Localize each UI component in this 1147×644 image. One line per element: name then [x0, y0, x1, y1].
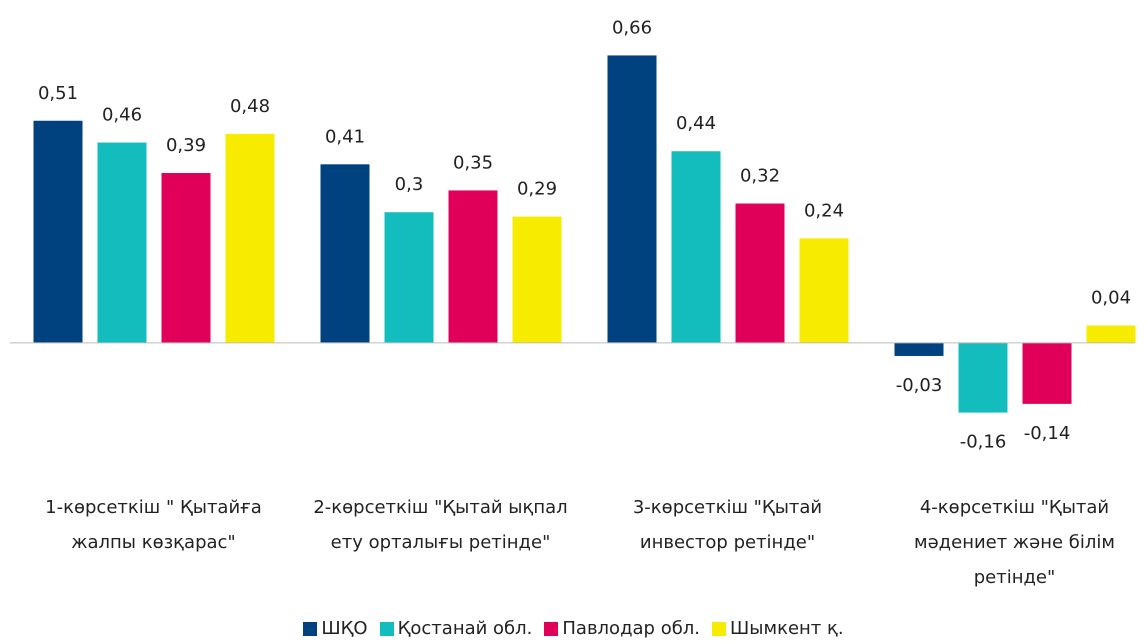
data-label: -0,14: [1024, 423, 1071, 444]
data-label: 0,24: [804, 200, 844, 221]
legend-item: ШҚО: [303, 618, 368, 639]
data-label: -0,03: [896, 375, 943, 396]
legend-swatch: [303, 621, 318, 636]
legend-label: ШҚО: [321, 618, 368, 639]
legend: ШҚО Қостанай обл. Павлодар обл. Шымкент қ.: [0, 618, 1147, 639]
bar: [33, 120, 83, 343]
bar: [320, 164, 370, 343]
legend-swatch: [712, 621, 727, 636]
bar: [225, 133, 275, 343]
x-tick-label: 3-көрсеткіш "Қытай инвестор ретінде": [632, 497, 823, 553]
legend-label: Қостанай обл.: [397, 618, 533, 639]
bar: [161, 173, 211, 343]
legend-label: Шымкент қ.: [730, 618, 844, 639]
data-label: -0,16: [960, 432, 1007, 453]
bar: [448, 190, 498, 343]
legend-item: Шымкент қ.: [712, 618, 844, 639]
legend-item: Павлодар обл.: [544, 618, 700, 639]
bar: [607, 55, 657, 343]
x-tick-label: 1-көрсеткіш " Қытайға жалпы көзқарас": [45, 497, 262, 553]
bar: [97, 142, 147, 343]
data-label: 0,48: [230, 96, 270, 117]
bar: [1022, 342, 1072, 404]
data-label: 0,39: [166, 135, 206, 156]
data-label: 0,29: [517, 179, 557, 200]
data-label: 0,46: [102, 105, 142, 126]
bar: [671, 151, 721, 343]
bar: [958, 342, 1008, 413]
legend-swatch: [544, 621, 559, 636]
bar: [1086, 325, 1136, 343]
bar: [512, 216, 562, 343]
legend-item: Қостанай обл.: [379, 618, 533, 639]
bar: [384, 212, 434, 343]
x-tick-label: 4-көрсеткіш "Қытай мәдениет және білім р…: [914, 497, 1115, 588]
data-label: 0,3: [395, 174, 424, 195]
bar: [735, 203, 785, 343]
data-label: 0,35: [453, 152, 493, 173]
data-label: 0,44: [676, 113, 716, 134]
bar: [894, 342, 944, 356]
data-label: 0,04: [1091, 287, 1131, 308]
bar: [799, 238, 849, 343]
x-tick-label: 2-көрсеткіш "Қытай ықпал ету орталығы ре…: [313, 497, 568, 553]
data-label: 0,66: [612, 17, 652, 38]
data-label: 0,32: [740, 166, 780, 187]
legend-swatch: [379, 621, 394, 636]
data-label: 0,41: [325, 126, 365, 147]
data-label: 0,51: [38, 83, 78, 104]
legend-label: Павлодар обл.: [562, 618, 701, 639]
